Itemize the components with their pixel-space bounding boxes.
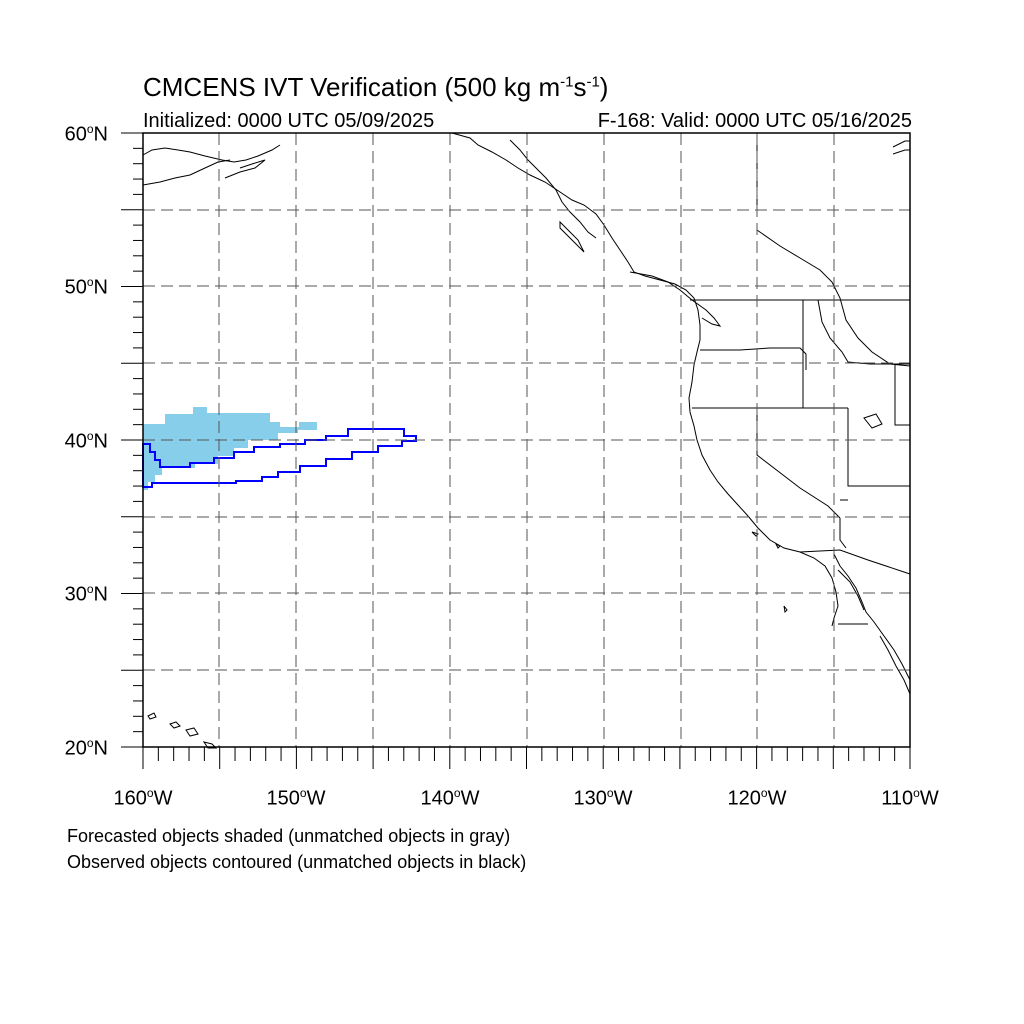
observed-object-contour [142,428,417,488]
forecast-object-shading [143,407,317,490]
lat-label-40: 40oN [64,429,108,453]
lon-label-140: 140oW [420,786,480,810]
legend-forecast-note: Forecasted objects shaded (unmatched obj… [67,826,511,846]
axis-ticks [121,132,911,769]
lon-label-110: 110oW [881,786,939,810]
lon-label-160: 160oW [113,786,173,810]
lat-label-20: 20oN [64,736,108,760]
graticule [143,133,910,747]
coastlines [142,132,911,749]
lat-label-30: 30oN [64,582,108,606]
legend-observed-note: Observed objects contoured (unmatched ob… [67,852,527,872]
lon-label-130: 130oW [573,786,633,810]
valid-time-label: F-168: Valid: 0000 UTC 05/16/2025 [597,110,912,132]
initialized-label: Initialized: 0000 UTC 05/09/2025 [143,110,435,132]
lon-label-120: 120oW [727,786,787,810]
chart-title: CMCENS IVT Verification (500 kg m-1s-1) [143,72,609,102]
lon-label-150: 150oW [266,786,326,810]
lat-label-60: 60oN [64,122,108,146]
lat-label-50: 50oN [64,275,108,299]
